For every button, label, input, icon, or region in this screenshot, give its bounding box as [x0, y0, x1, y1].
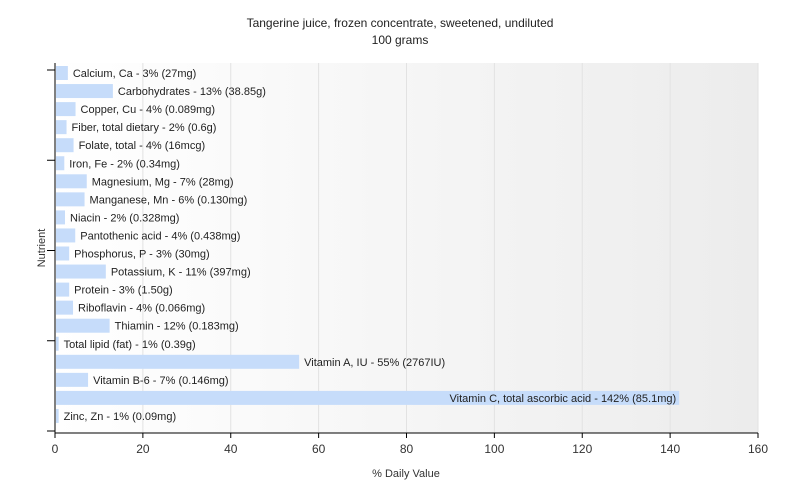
chart-title: Tangerine juice, frozen concentrate, swe…	[247, 16, 554, 30]
y-axis-label: Nutrient	[36, 229, 48, 268]
bar	[56, 300, 74, 315]
bar	[56, 156, 65, 171]
bar	[56, 102, 76, 117]
x-tick-label: 120	[572, 442, 592, 456]
bar	[56, 282, 70, 297]
bar	[56, 246, 70, 261]
bar-label: Magnesium, Mg - 7% (28mg)	[92, 176, 234, 188]
bar-layer: Calcium, Ca - 3% (27mg) Carbohydrates - 1…	[56, 66, 680, 423]
bar-label: Manganese, Mn - 6% (0.130mg)	[90, 194, 248, 206]
bar-label: Thiamin - 12% (0.183mg)	[115, 321, 239, 333]
x-tick-label: 100	[484, 442, 504, 456]
bar-label: Vitamin C, total ascorbic acid - 142% (8…	[450, 393, 677, 405]
bar-label: Folate, total - 4% (16mcg)	[79, 140, 206, 152]
bar	[56, 174, 87, 189]
bar	[56, 318, 110, 333]
x-tick-label: 160	[748, 442, 768, 456]
x-tick-label: 140	[660, 442, 680, 456]
bar	[56, 390, 680, 405]
bar	[56, 66, 68, 80]
bar	[56, 192, 85, 207]
bar	[56, 84, 113, 99]
bar-label: Riboflavin - 4% (0.066mg)	[78, 303, 205, 315]
bar-label: Iron, Fe - 2% (0.34mg)	[69, 158, 180, 170]
axis-layer: 0 20 40 60 80 100 120 140 160	[47, 63, 768, 456]
x-tick-label: 80	[400, 442, 414, 456]
bar-label: Zinc, Zn - 1% (0.09mg)	[64, 411, 176, 423]
bar-label: Protein - 3% (1.50g)	[74, 285, 172, 297]
grid-layer	[142, 63, 759, 433]
bar-label: Vitamin B-6 - 7% (0.146mg)	[93, 375, 229, 387]
bar-label: Calcium, Ca - 3% (27mg)	[73, 68, 196, 80]
bar-label: Potassium, K - 11% (397mg)	[111, 267, 251, 279]
bar-label: Carbohydrates - 13% (38.85g)	[118, 86, 266, 98]
bar-label: Pantothenic acid - 4% (0.438mg)	[80, 230, 240, 242]
x-tick-label: 0	[52, 442, 59, 456]
bar-label: Vitamin A, IU - 55% (2767IU)	[304, 357, 445, 369]
bar	[56, 372, 89, 387]
bar	[56, 408, 59, 423]
bar	[56, 336, 59, 351]
bar	[56, 210, 66, 225]
bar	[56, 228, 76, 243]
bar	[56, 354, 300, 369]
bar-label: Total lipid (fat) - 1% (0.39g)	[64, 339, 196, 351]
bar	[56, 120, 67, 135]
bar	[56, 264, 106, 279]
x-axis-label: % Daily Value	[372, 468, 440, 480]
bar-label: Phosphorus, P - 3% (30mg)	[74, 249, 210, 261]
x-tick-label: 60	[312, 442, 326, 456]
x-tick-label: 20	[136, 442, 150, 456]
chart-subtitle: 100 grams	[372, 33, 429, 47]
bar-label: Copper, Cu - 4% (0.089mg)	[81, 104, 216, 116]
bar-label: Fiber, total dietary - 2% (0.6g)	[72, 122, 217, 134]
bar	[56, 138, 74, 153]
x-tick-label: 40	[224, 442, 238, 456]
bar-label: Niacin - 2% (0.328mg)	[70, 212, 179, 224]
